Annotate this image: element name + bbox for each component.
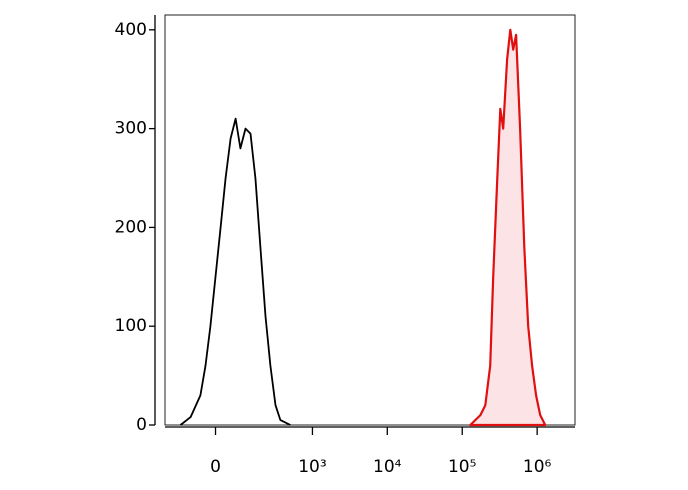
x-tick-label: 10³ (298, 457, 326, 477)
x-tick-label: 10⁴ (373, 457, 402, 477)
x-tick-label: 0 (210, 457, 221, 477)
y-tick-label: 200 (115, 217, 147, 237)
histogram-line (179, 117, 291, 426)
y-tick-label: 400 (115, 20, 147, 40)
y-tick-label: 0 (136, 415, 147, 435)
y-tick-label: 100 (115, 316, 147, 336)
histogram-area (469, 28, 547, 427)
x-tick-label: 10⁵ (448, 457, 476, 477)
x-tick-label: 10⁶ (523, 457, 552, 477)
y-tick-label: 300 (115, 119, 147, 139)
